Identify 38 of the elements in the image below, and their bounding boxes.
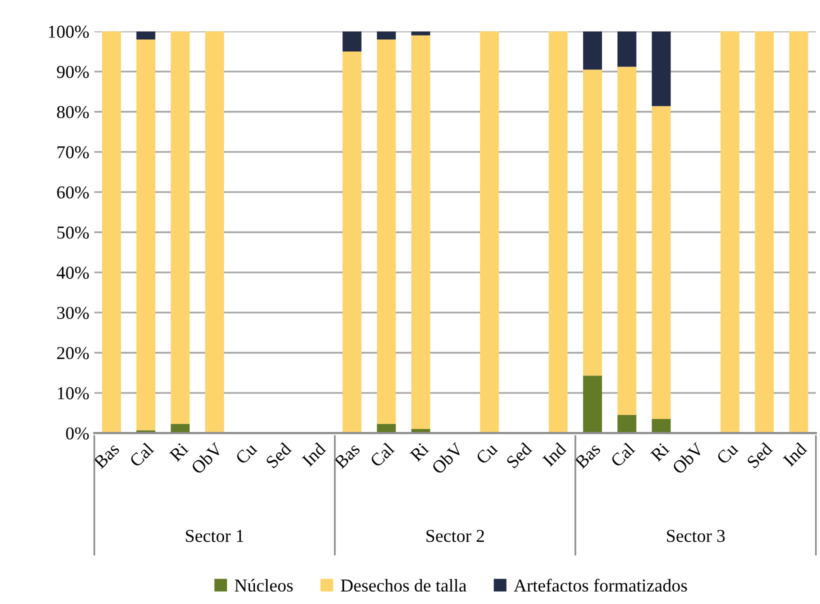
x-tick-label: Ind (782, 442, 808, 467)
text: Sector 1 (186, 530, 244, 542)
x-tick-label: Sed (264, 442, 292, 469)
x-tick-label: Ind (301, 442, 326, 467)
y-tick-label: 80% (57, 106, 89, 118)
y-tick-label: 50% (57, 226, 89, 239)
y-tick-label: 0% (66, 427, 89, 440)
y-tick-label: 30% (57, 306, 89, 320)
x-tick-label: Cal (128, 442, 155, 468)
y-tick-label: 10% (58, 387, 89, 400)
x-tick-label: Cu (234, 442, 258, 465)
x-tick-label: Cu (475, 442, 498, 465)
legend-label: Desechos de talla (340, 578, 466, 592)
y-tick-label: 60% (57, 186, 89, 199)
x-tick-label: Bas (574, 442, 602, 470)
x-tick-label: Sed (746, 442, 774, 469)
x-tick-label: Bas (93, 442, 120, 470)
x-tick-label: Cal (610, 442, 636, 468)
y-tick-label: 20% (57, 346, 89, 360)
legend-label: Núcleos (234, 578, 293, 592)
x-tick-label: Sed (506, 442, 533, 469)
text: Sector 2 (426, 530, 484, 542)
x-tick-label: ObV (671, 442, 705, 475)
x-tick-label: Ri (168, 442, 189, 462)
x-tick-label: Ri (650, 442, 670, 462)
x-tick-label: ObV (190, 442, 224, 475)
y-tick-label: 100% (48, 26, 89, 38)
x-tick-label: Cal (369, 442, 396, 468)
y-tick-label: 40% (56, 266, 89, 279)
x-tick-label: Ri (409, 442, 430, 462)
x-tick-label: ObV (430, 442, 464, 475)
y-tick-label: 90% (56, 66, 89, 78)
text: Sector 3 (667, 530, 725, 542)
x-tick-label: Cu (716, 442, 739, 465)
y-tick-label: 70% (58, 146, 89, 158)
x-tick-label: Ind (542, 442, 568, 467)
x-tick-label: Bas (334, 442, 361, 470)
legend-label: Artefactos formatizados (514, 578, 687, 592)
